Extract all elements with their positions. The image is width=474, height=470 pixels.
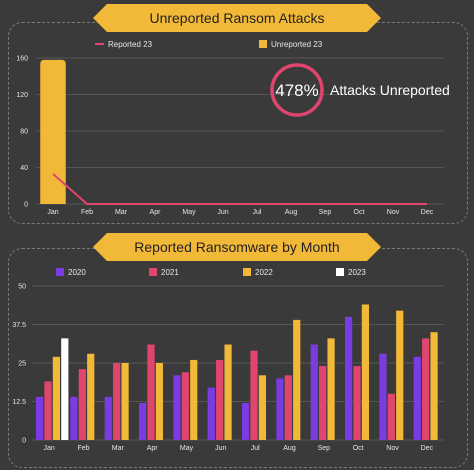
reported-bar-2020 [413, 356, 421, 440]
reported-bar-2020 [379, 353, 387, 440]
kpi-value: 478% [275, 81, 318, 100]
legend-2023-swatch [336, 268, 344, 276]
unreported-x-tick-label: Apr [150, 209, 162, 216]
reported-bar-2021 [216, 359, 224, 440]
reported-bar-2020 [139, 403, 147, 440]
reported-bar-2022 [155, 363, 163, 440]
reported-bar-2022 [52, 356, 60, 440]
legend-2023-label: 2023 [348, 268, 366, 277]
unreported-bar [40, 59, 66, 205]
legend-2020-swatch [56, 268, 64, 276]
legend-2021-swatch [149, 268, 157, 276]
reported-x-tick-label: Dec [421, 445, 434, 452]
reported-bar-2021 [181, 372, 189, 440]
reported-bar-2022 [87, 353, 95, 440]
reported-bar-2021 [44, 381, 52, 440]
reported-bar-2022 [430, 332, 438, 440]
unreported-x-tick-label: Feb [81, 209, 93, 216]
reported-x-tick-label: Oct [353, 445, 364, 452]
reported-bar-2021 [387, 393, 395, 440]
reported-chart-title: Reported Ransomware by Month [93, 233, 381, 261]
reported-x-tick-label: Jun [215, 445, 226, 452]
reported-y-tick-label: 37.5 [12, 322, 26, 329]
unreported-y-tick-label: 80 [20, 129, 28, 136]
reported-bar-2020 [310, 344, 318, 440]
unreported-x-tick-label: Mar [115, 209, 128, 216]
reported-bar-2021 [353, 366, 361, 440]
unreported-y-tick-label: 40 [20, 165, 28, 172]
unreported-x-tick-label: Jan [47, 209, 58, 216]
reported-bar-2021 [113, 363, 121, 440]
reported-bar-2020 [173, 375, 181, 440]
unreported-x-tick-label: Nov [387, 209, 400, 216]
kpi-ring [270, 63, 324, 117]
legend-2020-label: 2020 [68, 268, 86, 277]
reported-bar-2022 [327, 338, 335, 440]
unreported-x-tick-label: Aug [285, 209, 298, 216]
unreported-x-tick-label: Jul [253, 209, 262, 216]
reported-bar-2021 [284, 375, 292, 440]
reported-bar-2021 [147, 344, 155, 440]
unreported-y-tick-label: 0 [24, 202, 28, 209]
reported-bar-2020 [207, 387, 215, 440]
legend-2022-swatch [243, 268, 251, 276]
reported-23-line [52, 173, 427, 205]
unreported-x-tick-label: May [182, 209, 196, 216]
reported-x-tick-label: Sep [318, 445, 331, 452]
reported-x-tick-label: May [180, 445, 194, 452]
reported-y-tick-label: 0 [22, 438, 26, 445]
reported-x-tick-label: Jan [44, 445, 55, 452]
unreported-chart-title: Unreported Ransom Attacks [93, 4, 381, 32]
reported-bar-2022 [396, 310, 404, 440]
reported-bar-2022 [190, 359, 198, 440]
reported-x-tick-label: Jul [251, 445, 260, 452]
kpi-label: Attacks Unreported [330, 82, 450, 98]
reported-bar-2022 [224, 344, 232, 440]
reported-y-tick-label: 50 [18, 284, 26, 291]
reported-bar-2021 [78, 369, 86, 440]
reported-bar-2020 [70, 396, 78, 440]
reported-x-tick-label: Nov [386, 445, 399, 452]
legend-unreported-23-label: Unreported 23 [271, 40, 323, 49]
reported-bar-2020 [276, 378, 284, 440]
reported-y-tick-label: 25 [18, 361, 26, 368]
unreported-x-tick-label: Oct [354, 209, 365, 216]
reported-bar-2020 [345, 316, 353, 440]
reported-x-tick-label: Mar [112, 445, 125, 452]
unreported-y-tick-label: 160 [16, 56, 28, 63]
reported-bar-2022 [258, 375, 266, 440]
reported-bar-2020 [104, 396, 112, 440]
reported-bar-2021 [422, 338, 430, 440]
reported-bar-2020 [242, 403, 250, 440]
reported-x-tick-label: Feb [77, 445, 89, 452]
legend-unreported-23-swatch [259, 40, 267, 48]
unreported-x-tick-label: Dec [421, 209, 434, 216]
legend-2022-label: 2022 [255, 268, 273, 277]
reported-bar-2021 [319, 366, 327, 440]
reported-bar-2022 [361, 304, 369, 440]
unreported-x-tick-label: Sep [319, 209, 332, 216]
unreported-y-tick-label: 120 [16, 92, 28, 99]
reported-bar-2020 [36, 396, 44, 440]
reported-bar-2021 [250, 350, 258, 440]
reported-bar-2023 [61, 338, 69, 440]
legend-2021-label: 2021 [161, 268, 179, 277]
reported-y-tick-label: 12.5 [12, 399, 26, 406]
reported-x-tick-label: Apr [147, 445, 159, 452]
reported-bar-2022 [121, 363, 129, 440]
legend-reported-23-label: Reported 23 [108, 40, 153, 49]
reported-x-tick-label: Aug [283, 445, 296, 452]
reported-bar-2022 [293, 319, 301, 440]
unreported-x-tick-label: Jun [217, 209, 228, 216]
